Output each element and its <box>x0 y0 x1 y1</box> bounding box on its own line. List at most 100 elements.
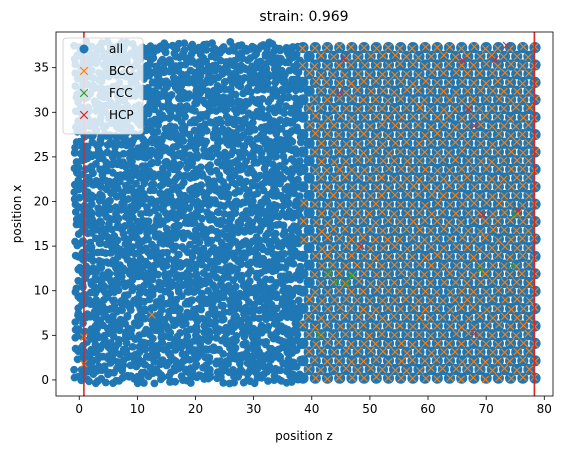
point-bcc <box>488 244 496 252</box>
point-bcc <box>403 245 412 253</box>
point-bcc <box>330 296 339 304</box>
point-all <box>195 238 204 247</box>
point-bcc <box>463 295 472 304</box>
point-bcc <box>494 183 503 191</box>
point-all <box>198 214 206 223</box>
point-bcc <box>391 296 399 305</box>
point-all <box>136 319 144 328</box>
point-bcc <box>323 166 331 175</box>
point-all <box>272 304 281 313</box>
point-bcc <box>330 210 339 218</box>
point-all <box>272 279 281 287</box>
point-bcc <box>317 122 326 130</box>
x-tick-label: 40 <box>304 402 319 416</box>
point-all <box>297 94 309 106</box>
point-all <box>248 197 257 206</box>
point-all <box>492 250 504 262</box>
point-all <box>292 362 301 371</box>
point-bcc <box>513 295 521 303</box>
point-all <box>303 155 315 167</box>
point-bcc <box>470 216 479 225</box>
point-bcc <box>347 79 356 88</box>
point-bcc <box>438 208 447 216</box>
point-all <box>185 272 194 280</box>
point-bcc <box>422 374 430 383</box>
point-all <box>203 264 211 272</box>
point-all <box>262 64 271 73</box>
point-bcc <box>445 339 453 348</box>
point-bcc <box>317 209 326 218</box>
point-bcc <box>488 104 496 113</box>
point-all <box>149 180 158 189</box>
point-bcc <box>464 329 473 338</box>
point-bcc <box>421 43 430 51</box>
point-bcc <box>525 192 533 200</box>
point-all <box>179 206 188 215</box>
point-all <box>315 346 327 358</box>
point-bcc <box>519 148 527 157</box>
point-all <box>123 312 132 320</box>
point-bcc <box>365 71 374 79</box>
point-all <box>468 198 480 210</box>
series-all-points <box>70 38 541 388</box>
point-all <box>172 281 181 290</box>
point-all <box>450 120 462 132</box>
point-bcc <box>445 43 454 51</box>
point-bcc <box>495 199 503 208</box>
point-all <box>498 363 511 376</box>
point-bcc <box>463 262 472 271</box>
point-all <box>262 338 271 346</box>
point-bcc <box>427 349 436 357</box>
point-bcc <box>372 306 380 314</box>
point-bcc <box>415 260 424 269</box>
point-bcc <box>311 270 319 279</box>
point-bcc <box>304 312 313 321</box>
point-bcc <box>379 226 387 235</box>
point-bcc <box>505 200 514 209</box>
point-bcc <box>457 303 466 312</box>
point-bcc <box>347 304 356 313</box>
point-bcc <box>433 184 441 192</box>
point-bcc <box>316 103 325 112</box>
point-bcc <box>463 87 472 95</box>
point-bcc <box>347 340 355 348</box>
point-bcc <box>433 375 441 383</box>
point-all <box>237 260 246 269</box>
point-all <box>162 42 171 50</box>
point-bcc <box>389 312 398 321</box>
point-bcc <box>427 123 435 131</box>
point-all <box>119 264 128 273</box>
point-all <box>245 319 253 327</box>
point-bcc <box>378 330 386 338</box>
point-bcc <box>330 139 338 147</box>
point-bcc <box>367 104 375 112</box>
point-all <box>297 163 309 175</box>
point-hcp <box>470 121 479 130</box>
point-bcc <box>432 234 441 243</box>
point-bcc <box>506 338 515 347</box>
point-bcc <box>371 235 380 244</box>
point-all <box>231 344 240 352</box>
point-all <box>127 264 136 273</box>
point-all <box>231 204 240 213</box>
point-bcc <box>427 364 435 372</box>
point-all <box>202 137 211 146</box>
point-bcc <box>524 173 533 181</box>
point-bcc <box>506 286 514 294</box>
point-all <box>171 377 180 386</box>
point-bcc <box>409 130 418 139</box>
point-bcc <box>433 113 442 121</box>
point-bcc <box>348 147 357 155</box>
point-bcc <box>353 122 361 131</box>
legend: all BCC FCC HCP <box>62 37 144 135</box>
point-all <box>96 316 105 324</box>
point-bcc <box>335 94 344 103</box>
point-bcc <box>354 347 362 356</box>
point-bcc <box>440 262 448 270</box>
point-bcc <box>373 61 381 70</box>
point-bcc <box>354 313 363 321</box>
point-all <box>272 290 281 298</box>
point-bcc <box>366 191 375 200</box>
point-bcc <box>311 252 320 260</box>
point-all <box>144 235 153 244</box>
